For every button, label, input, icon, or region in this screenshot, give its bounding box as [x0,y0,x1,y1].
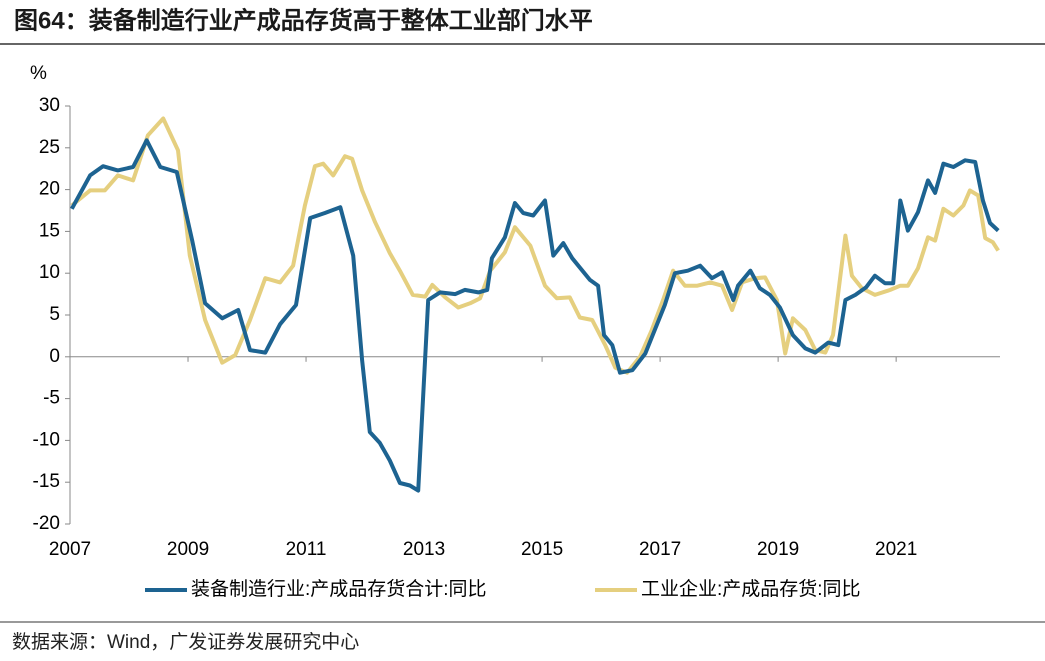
legend-label: 工业企业:产成品存货:同比 [641,578,861,600]
y-axis-label: % [30,63,47,84]
legend-label: 装备制造行业:产成品存货合计:同比 [191,578,487,600]
series-line [70,138,1000,493]
y-tick-label: 25 [39,137,60,158]
y-tick-label: 15 [39,220,60,241]
x-tick-label: 2009 [167,539,209,560]
x-tick-label: 2013 [403,539,445,560]
x-tick-label: 2017 [639,539,681,560]
series-line [70,116,1000,375]
x-tick-label: 2007 [49,539,91,560]
y-tick-label: -20 [33,513,60,534]
x-tick-label: 2011 [286,539,327,560]
x-tick-label: 2019 [757,539,799,560]
y-tick-label: -5 [43,388,60,409]
chart-title: 图64：装备制造行业产成品存货高于整体工业部门水平 [14,6,593,34]
y-tick-label: 5 [49,304,60,325]
y-tick-label: 10 [39,262,60,283]
y-tick-label: 20 [39,179,60,200]
y-tick-label: 0 [49,346,60,367]
x-tick-label: 2015 [521,539,563,560]
y-tick-label: -10 [33,429,60,450]
y-tick-label: -15 [33,471,60,492]
y-tick-label: 30 [39,95,60,116]
source: 数据来源：Wind，广发证券发展研究中心 [12,631,359,653]
x-tick-label: 2021 [875,539,917,560]
